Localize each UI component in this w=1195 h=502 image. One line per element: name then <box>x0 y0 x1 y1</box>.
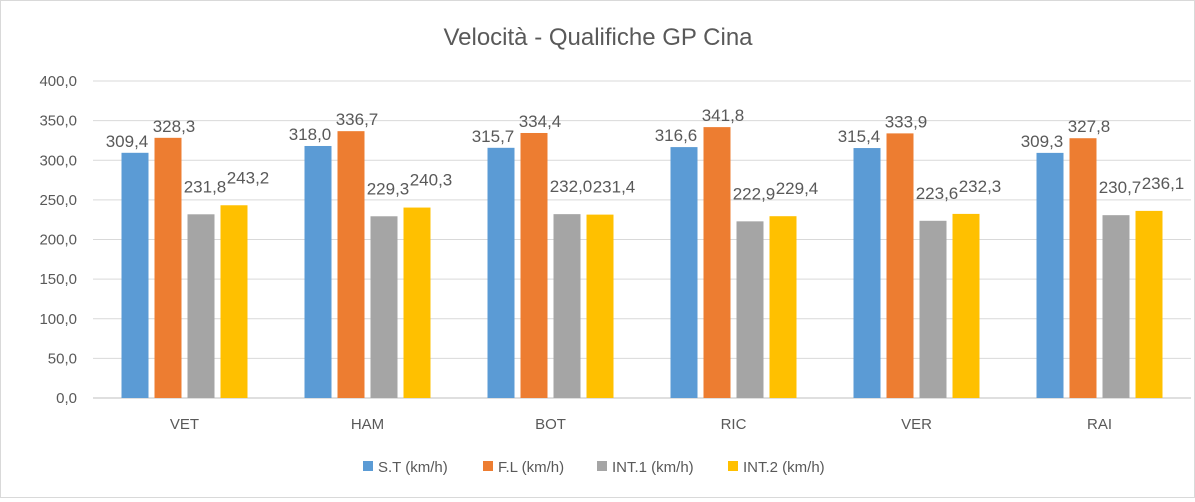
bar-fl <box>886 133 914 398</box>
data-label: 336,7 <box>336 110 379 129</box>
data-label: 315,7 <box>472 127 515 146</box>
bars <box>121 127 1163 398</box>
bar-fl <box>337 131 365 398</box>
data-label: 223,6 <box>916 184 959 203</box>
legend: S.T (km/h) F.L (km/h) INT.1 (km/h) INT.2 (k… <box>363 459 825 476</box>
bar-int2 <box>586 214 614 398</box>
data-label: 232,0 <box>550 177 593 196</box>
legend-label: F.L (km/h) <box>498 459 564 476</box>
legend-item: INT.2 (km/h) <box>728 459 825 476</box>
data-label: 222,9 <box>733 184 776 203</box>
bar-int2 <box>220 205 248 398</box>
bar-int1 <box>1102 215 1130 398</box>
x-axis: VET HAM BOT RIC VER RAI <box>170 416 1112 433</box>
data-label: 243,2 <box>227 168 270 187</box>
y-tick-label: 400,0 <box>39 73 77 90</box>
data-label: 309,3 <box>1021 132 1064 151</box>
bar-int1 <box>370 216 398 398</box>
legend-item: F.L (km/h) <box>483 459 564 476</box>
y-tick-label: 350,0 <box>39 113 77 130</box>
y-tick-label: 300,0 <box>39 152 77 169</box>
y-tick-label: 150,0 <box>39 271 77 288</box>
data-label: 341,8 <box>702 106 745 125</box>
y-axis: 0,0 50,0 100,0 150,0 200,0 250,0 300,0 350,0 400… <box>39 73 77 407</box>
bar-int2 <box>1135 210 1163 398</box>
data-label: 315,4 <box>838 127 881 146</box>
bar-st <box>853 148 881 398</box>
x-tick-label: VER <box>901 416 932 433</box>
y-tick-label: 250,0 <box>39 192 77 209</box>
x-tick-label: VET <box>170 416 199 433</box>
data-label: 327,8 <box>1068 117 1111 136</box>
data-label: 318,0 <box>289 125 332 144</box>
data-label: 230,7 <box>1099 178 1142 197</box>
chart-title: Velocità - Qualifiche GP Cina <box>443 24 753 51</box>
bar-int2 <box>769 216 797 398</box>
legend-label: S.T (km/h) <box>378 459 448 476</box>
gridlines <box>93 80 1191 399</box>
x-tick-label: HAM <box>351 416 384 433</box>
legend-swatch <box>728 461 738 471</box>
data-label: 231,8 <box>184 177 227 196</box>
legend-label: INT.2 (km/h) <box>743 459 825 476</box>
legend-swatch <box>363 461 373 471</box>
data-label: 309,4 <box>106 132 149 151</box>
legend-swatch <box>483 461 493 471</box>
bar-int2 <box>952 213 980 398</box>
data-label: 231,4 <box>593 178 636 197</box>
data-label: 232,3 <box>959 177 1002 196</box>
y-tick-label: 200,0 <box>39 232 77 249</box>
bar-fl <box>703 127 731 398</box>
data-label: 240,3 <box>410 171 453 190</box>
bar-st <box>670 147 698 398</box>
bar-fl <box>154 137 182 398</box>
data-label: 334,4 <box>519 112 562 131</box>
legend-label: INT.1 (km/h) <box>612 459 694 476</box>
bar-fl <box>520 132 548 398</box>
y-tick-label: 0,0 <box>56 390 77 407</box>
data-label: 328,3 <box>153 117 196 136</box>
x-tick-label: BOT <box>535 416 566 433</box>
bar-st <box>1036 152 1064 398</box>
y-tick-label: 100,0 <box>39 311 77 328</box>
data-label: 229,3 <box>367 179 410 198</box>
legend-swatch <box>597 461 607 471</box>
y-tick-label: 50,0 <box>48 350 77 367</box>
bar-st <box>487 147 515 398</box>
data-label: 333,9 <box>885 112 928 131</box>
data-label: 316,6 <box>655 126 698 145</box>
bar-int1 <box>553 214 581 398</box>
legend-item: INT.1 (km/h) <box>597 459 694 476</box>
bar-int1 <box>736 221 764 398</box>
data-label: 236,1 <box>1142 174 1185 193</box>
bar-int1 <box>187 214 215 398</box>
bar-st <box>121 152 149 398</box>
data-label: 229,4 <box>776 179 819 198</box>
bar-int2 <box>403 207 431 398</box>
legend-item: S.T (km/h) <box>363 459 448 476</box>
bar-st <box>304 145 332 398</box>
x-tick-label: RAI <box>1087 416 1112 433</box>
x-tick-label: RIC <box>721 416 747 433</box>
bar-int1 <box>919 220 947 398</box>
bar-fl <box>1069 138 1097 398</box>
